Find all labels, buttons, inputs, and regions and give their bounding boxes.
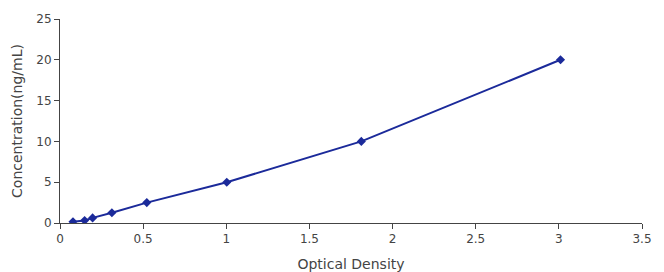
svg-text:3: 3 [555, 232, 563, 246]
svg-text:25: 25 [36, 12, 51, 26]
svg-text:3.5: 3.5 [632, 232, 651, 246]
svg-text:15: 15 [36, 94, 51, 108]
svg-text:Optical Density: Optical Density [297, 256, 404, 272]
svg-text:2.5: 2.5 [466, 232, 485, 246]
svg-text:1.5: 1.5 [300, 232, 319, 246]
svg-text:2: 2 [389, 232, 397, 246]
svg-text:5: 5 [44, 175, 52, 189]
svg-text:1: 1 [222, 232, 230, 246]
svg-text:Concentration(ng/mL): Concentration(ng/mL) [9, 44, 25, 198]
svg-text:0: 0 [44, 216, 52, 230]
svg-text:10: 10 [36, 135, 51, 149]
svg-text:0.5: 0.5 [134, 232, 153, 246]
svg-text:20: 20 [36, 53, 51, 67]
svg-text:0: 0 [56, 232, 64, 246]
